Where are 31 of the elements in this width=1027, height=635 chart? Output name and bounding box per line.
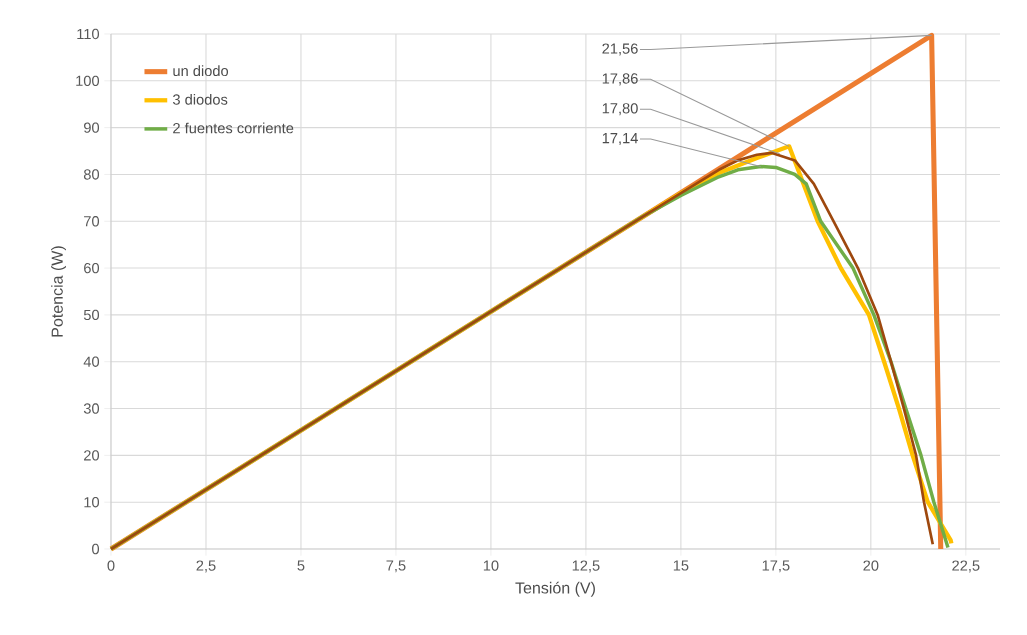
y-tick-label: 110 <box>77 28 100 40</box>
x-tick-label: 22,5 <box>952 560 980 573</box>
y-tick-label: 20 <box>84 450 100 461</box>
legend-label: 3 diodos <box>173 93 228 105</box>
annotation: 17,80 <box>602 103 638 116</box>
annotation: 21,56 <box>602 43 638 56</box>
y-tick-label: 100 <box>76 75 100 87</box>
annotation: 17,86 <box>602 73 638 86</box>
x-tick-label: 0 <box>107 560 115 571</box>
y-tick-label: 30 <box>83 403 100 414</box>
y-tick-label: 10 <box>84 497 100 508</box>
x-tick-label: 15 <box>673 560 689 571</box>
x-tick-label: 2,5 <box>196 560 216 573</box>
legend-label: un diodo <box>173 65 229 77</box>
annotation: 17,14 <box>602 133 638 146</box>
y-tick-label: 40 <box>83 356 100 367</box>
y-tick-label: 90 <box>84 122 100 133</box>
x-tick-label: 7,5 <box>386 560 406 573</box>
x-tick-label: 12,5 <box>572 560 600 573</box>
x-tick-label: 10 <box>483 560 499 571</box>
y-tick-label: 60 <box>84 262 100 274</box>
legend-label: 2 fuentes corriente <box>173 122 294 134</box>
x-axis-title: Tensión (V) <box>515 581 595 597</box>
x-tick-label: 20 <box>863 560 879 571</box>
y-tick-label: 80 <box>83 169 100 180</box>
x-tick-label: 5 <box>297 560 305 571</box>
y-tick-label: 0 <box>92 543 100 555</box>
y-tick-label: 70 <box>84 216 100 227</box>
y-axis-title: Potencia (W) <box>51 246 66 337</box>
y-tick-label: 50 <box>83 309 100 321</box>
x-tick-label: 17,5 <box>762 560 790 573</box>
